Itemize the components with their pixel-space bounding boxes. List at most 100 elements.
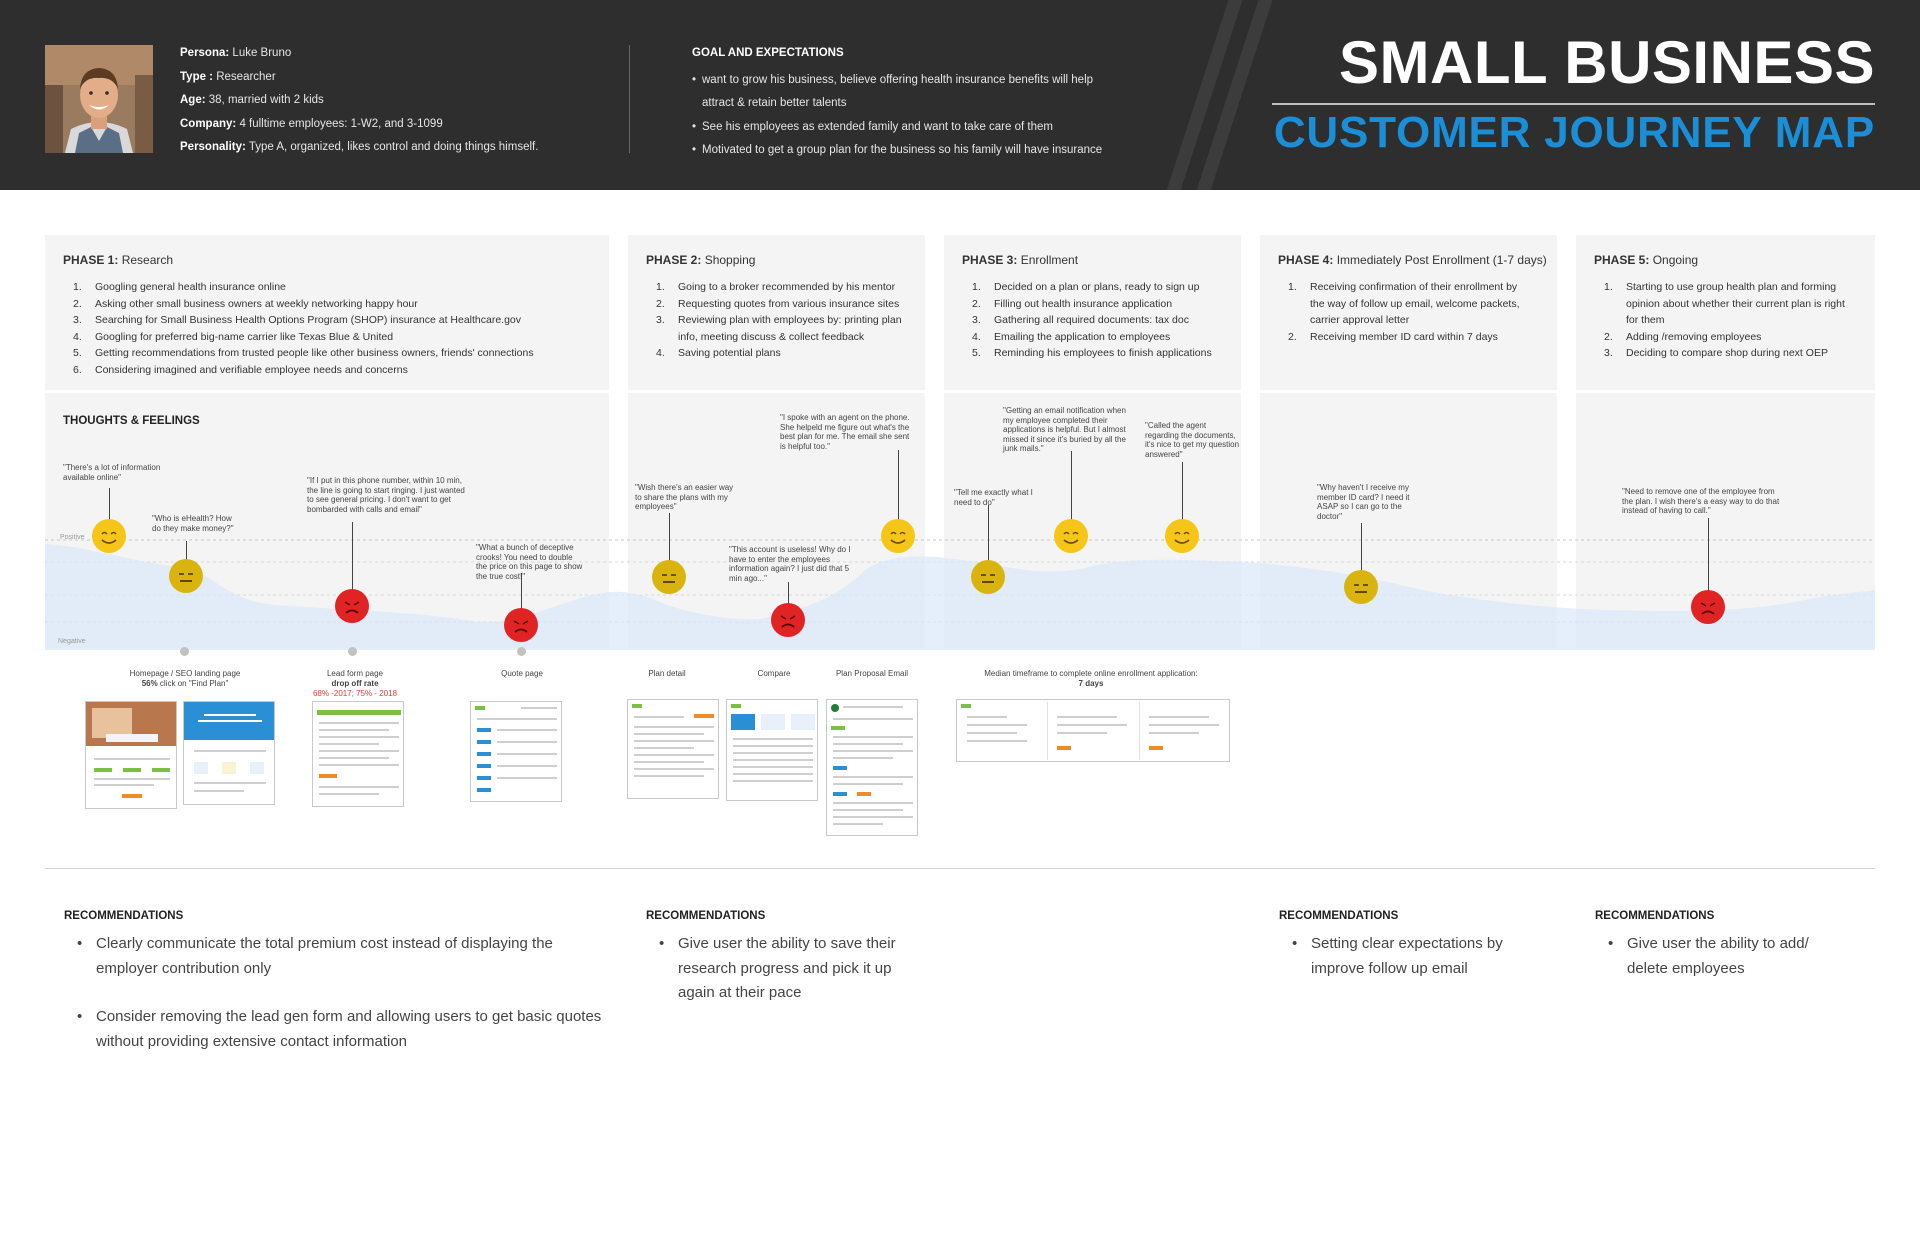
compare-label: Compare [757,669,791,678]
phase-name: Research [121,253,174,267]
emoji-face-12 [1690,589,1726,625]
persona-personality: Type A, organized, likes control and doi… [248,141,539,153]
lead-form-label: Lead form page drop off rate 68% -2017; … [300,669,410,699]
emoji-angry-icon [335,589,369,623]
phase-step: 4. Googling for preferred big-name carrie… [73,330,394,343]
quote-9: "Getting an email notification when my e… [1003,406,1126,453]
recommendation-item: • Consider removing the lead gen form and… [77,1008,602,1050]
persona-company-label: Company: [180,117,237,130]
homepage-label: Homepage / SEO landing page 56% click on… [120,669,250,689]
section-divider [45,868,1875,869]
phase-3-title: PHASE 3: Enrollment [962,253,1078,267]
phase-5-card: PHASE 5: Ongoing 1. Starting to use group… [1576,235,1875,390]
quote-stem [669,513,670,575]
quote-6: "This account is useless! Why do I have … [729,545,851,583]
recommendations-title: RECOMMENDATIONS [1279,910,1399,922]
enrollment-title: Median timeframe to complete online enro… [984,669,1198,678]
phase-step: 1. Going to a broker recommended by his m… [656,281,896,293]
emoji-neutral-icon [652,560,686,594]
phase-1-card: PHASE 1: Research 1. Googling general hea… [45,235,609,390]
persona-photo [45,45,153,153]
quote-stem [898,450,899,524]
phase-step: the way of follow up email, welcome pack… [1310,297,1520,310]
page-subtitle: CUSTOMER JOURNEY MAP [1273,108,1875,157]
axis-positive-label: Positive [60,534,85,541]
phase-3-steps: 1. Decided on a plan or plans, ready to s… [962,279,1212,362]
phase-3-card: PHASE 3: Enrollment 1. Decided on a plan … [944,235,1241,390]
phase-step: 6. Considering imagined and verifiable em… [73,363,408,376]
phase-name: Enrollment [1020,253,1079,267]
recommendations-3: RECOMMENDATIONS • Setting clear expectati… [1279,910,1539,1005]
phase-step: carrier approval letter [1310,314,1410,326]
goal-item-continuation: attract & retain better talents [702,97,847,109]
quote-10: "Called the agent regarding the document… [1145,421,1240,459]
phase-name: Shopping [704,253,756,267]
emoji-face-7 [880,518,916,554]
quote-8: "Tell me exactly what I need to do" [954,488,1033,507]
quote-3: "If I put in this phone number, within 1… [307,476,465,514]
quote-stem [1071,451,1072,524]
homepage-stat: 56% click on "Find Plan" [141,679,229,688]
lead-form-title: Lead form page [326,669,384,678]
recommendation-item: • Give user the ability to add/ delete em… [1608,935,1809,977]
goals-title: GOAL AND EXPECTATIONS [692,47,844,59]
homepage-thumbnail-2 [183,701,275,805]
recommendations-title: RECOMMENDATIONS [1595,910,1715,922]
homepage-title: Homepage / SEO landing page [129,669,241,678]
quote-7: "I spoke with an agent on the phone. She… [780,413,910,451]
quote-stem [109,488,110,524]
phase-step: 1. Receiving confirmation of their enroll… [1288,281,1518,293]
quote-12: "Need to remove one of the employee from… [1622,487,1780,515]
recommendations-title: RECOMMENDATIONS [64,910,184,922]
quote-5: "Wish there's an easier way to share the… [635,483,734,511]
touchpoint-dot [348,647,357,656]
quote-stem [988,505,989,575]
emoji-face-11 [1343,569,1379,605]
persona-name: Luke Bruno [232,47,292,59]
persona-company-row: Company: 4 fulltime employees: 1-W2, and… [180,116,538,140]
recommendations-4: RECOMMENDATIONS • Give user the ability t… [1595,910,1845,1005]
emoji-face-2 [168,558,204,594]
quote-stem [1708,518,1709,603]
plan-proposal-thumbnail [826,699,918,836]
emotion-curve [45,539,1875,650]
quote-stem [521,573,522,625]
persona-type-label: Type : [180,70,214,83]
touchpoint-dot [517,647,526,656]
persona-company: 4 fulltime employees: 1-W2, and 3-1099 [239,117,443,130]
axis-negative-label: Negative [58,638,86,645]
header-bar: Persona: Luke Bruno Type : Researcher Ag… [0,0,1920,190]
quote-2: "Who is eHealth? How do they make money?… [152,514,234,533]
phase-step: opinion about whether their current plan… [1626,297,1845,310]
phase-step: 3. Searching for Small Business Health Op… [73,314,522,326]
recommendation-item: • Give user the ability to save their res… [659,935,896,1001]
phase-label: PHASE 4: [1278,253,1334,267]
plan-detail-thumbnail [627,699,719,799]
goals-section: GOAL AND EXPECTATIONS want to grow his b… [692,45,1102,163]
quote-stem [1361,523,1362,585]
quote-stem [1182,462,1183,524]
quote-11: "Why haven't I receive my member ID card… [1317,483,1410,521]
quote-stem [352,522,353,606]
phase-step: 3. Deciding to compare shop during next O… [1604,347,1828,359]
persona-personality-label: Personality: [180,141,246,153]
persona-age-row: Age: 38, married with 2 kids [180,92,538,116]
phase-step: 3. Gathering all required documents: tax … [972,314,1189,326]
persona-name-label: Persona: [180,47,230,59]
phase-2-card: PHASE 2: Shopping 1. Going to a broker re… [628,235,925,390]
phase-step: 2. Asking other small business owners at … [73,297,418,310]
phase-label: PHASE 1: [63,253,119,267]
phase-5-title: PHASE 5: Ongoing [1594,253,1698,267]
phase-step: 1. Googling general health insurance onli… [73,281,286,293]
recommendation-item: • Clearly communicate the total premium c… [77,935,553,977]
phase-2-title: PHASE 2: Shopping [646,253,755,267]
emoji-neutral-icon [169,559,203,593]
plan-detail-label: Plan detail [648,669,686,678]
phase-1-title: PHASE 1: Research [63,253,173,267]
enrollment-thumbnail [956,699,1230,762]
phase-step: 3. Reviewing plan with employees by: prin… [656,314,902,326]
phase-step: for them [1626,314,1665,326]
persona-photo-image [45,45,153,153]
persona-age: 38, married with 2 kids [208,94,324,106]
emoji-happy-icon [92,519,126,553]
